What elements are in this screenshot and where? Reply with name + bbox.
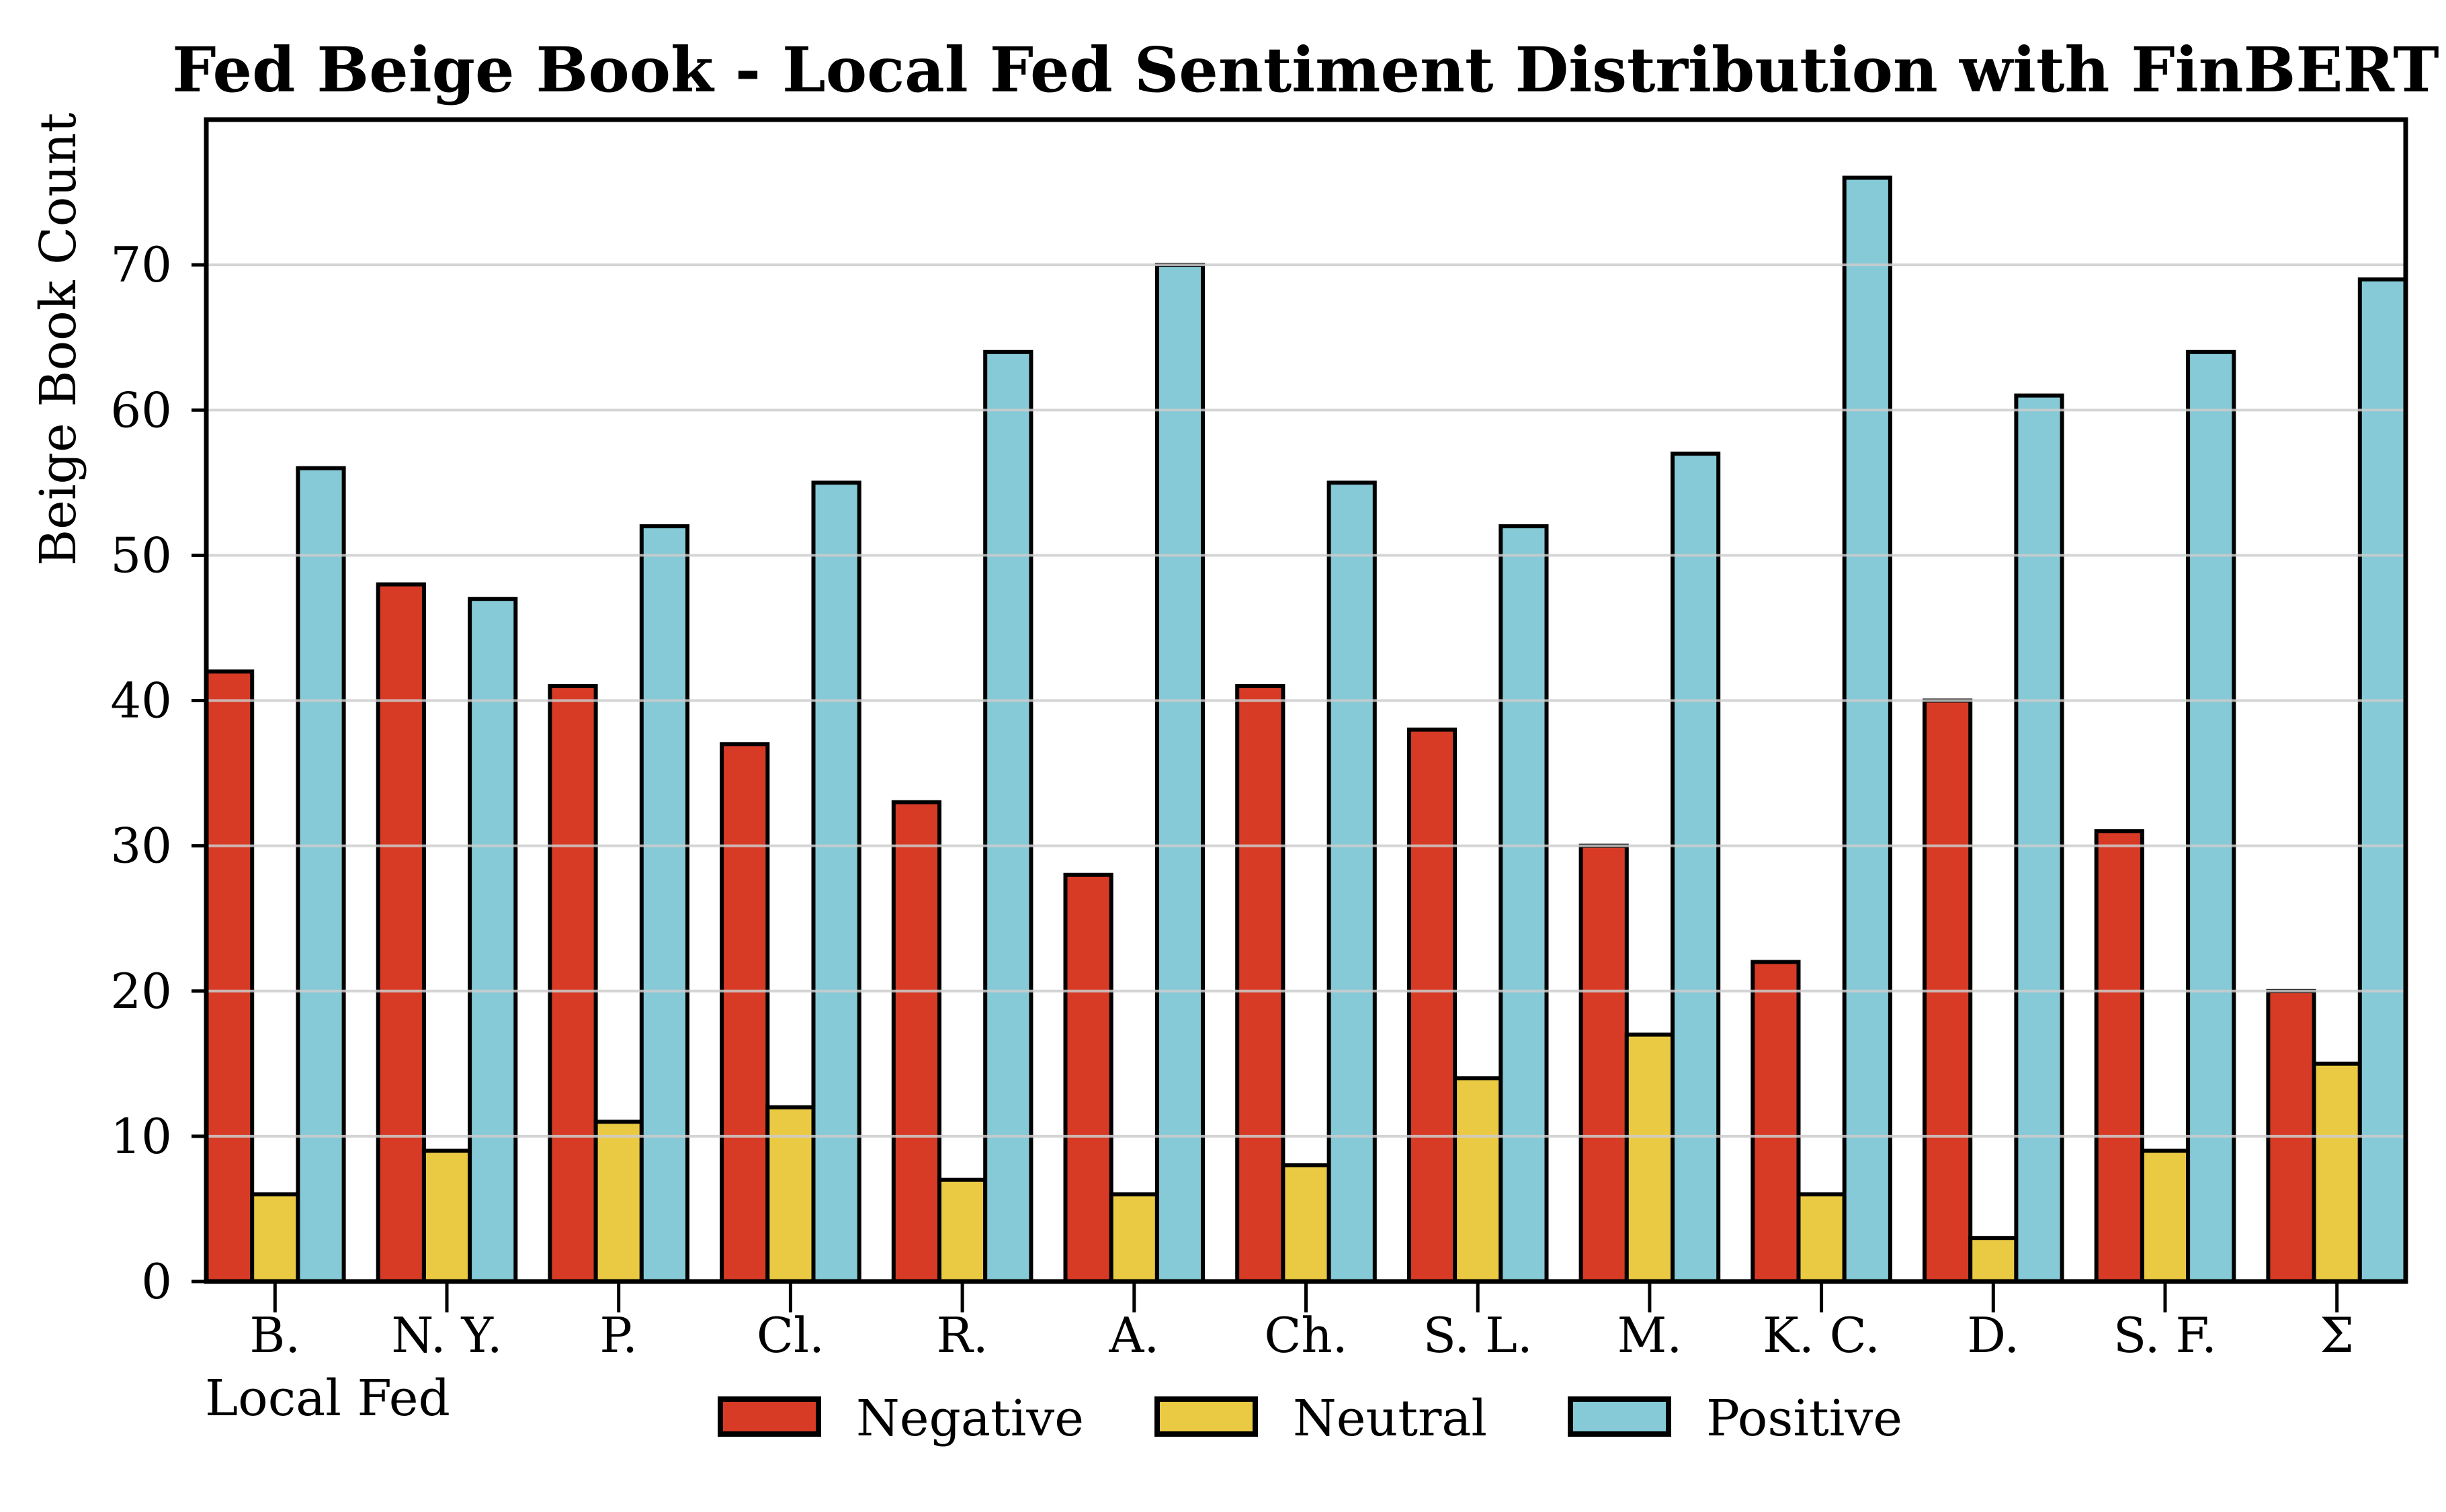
x-tick-label-8: S. L. <box>1423 1307 1533 1363</box>
bar-neutral-Cl <box>765 1105 816 1284</box>
x-tick-label-6: A. <box>1108 1307 1159 1363</box>
x-tick-label-1: B. <box>249 1307 300 1363</box>
y-tick-label-40: 40 <box>110 673 172 729</box>
bars-layer <box>204 175 2408 1284</box>
bar-negative-P <box>548 683 598 1284</box>
bar-negative-SL <box>1406 727 1458 1284</box>
y-tick-label-10: 10 <box>110 1108 172 1165</box>
bar-neutral-Σ <box>2312 1061 2362 1284</box>
bar-negative-M <box>1578 843 1629 1284</box>
bar-negative-R <box>891 800 942 1284</box>
bar-positive-R <box>983 349 1034 1284</box>
legend-item-neutral: Neutral <box>1154 1390 1487 1447</box>
y-tick-label-50: 50 <box>110 527 172 583</box>
bar-negative-SF <box>2094 829 2144 1284</box>
legend-item-positive: Positive <box>1568 1390 1902 1447</box>
bar-negative-Cl <box>720 742 770 1284</box>
y-tick-label-30: 30 <box>110 818 172 874</box>
ticks-layer: 0 10 20 30 40 50 60 70 B. N. Y. P. Cl. R. A. Ch. S. L. M… <box>110 237 2354 1363</box>
legend-swatch-neutral <box>1154 1396 1258 1437</box>
bar-positive-Σ <box>2357 277 2408 1284</box>
bar-positive-P <box>639 524 689 1284</box>
x-tick-label-2: N. Y. <box>391 1307 502 1363</box>
y-tick-label-60: 60 <box>110 382 172 438</box>
legend-label-neutral: Neutral <box>1293 1390 1487 1447</box>
bar-positive-SL <box>1499 524 1549 1284</box>
legend-swatch-positive <box>1568 1396 1671 1437</box>
x-tick-label-11: D. <box>1967 1307 2019 1363</box>
y-tick-label-0: 0 <box>141 1253 172 1310</box>
bar-negative-B <box>204 669 255 1284</box>
y-axis-label: Beige Book Count <box>30 112 87 566</box>
bar-neutral-SL <box>1453 1076 1503 1284</box>
bar-neutral-M <box>1624 1032 1675 1284</box>
bar-positive-Cl <box>811 480 861 1284</box>
bar-neutral-SF <box>2140 1148 2191 1284</box>
x-tick-label-13: Σ <box>2320 1307 2354 1363</box>
x-tick-label-9: M. <box>1617 1307 1683 1363</box>
x-axis-label: Local Fed <box>205 1370 450 1427</box>
x-tick-label-4: Cl. <box>757 1307 825 1363</box>
bar-negative-A <box>1063 872 1113 1284</box>
bar-neutral-NY <box>421 1148 472 1284</box>
bar-negative-Ch <box>1235 683 1285 1284</box>
bar-positive-A <box>1154 263 1206 1284</box>
bar-neutral-Ch <box>1281 1163 1331 1284</box>
legend-label-positive: Positive <box>1706 1390 1902 1447</box>
chart-title: Fed Beige Book - Local Fed Sentiment Dis… <box>172 34 2439 106</box>
bar-neutral-A <box>1109 1192 1159 1284</box>
x-tick-label-7: Ch. <box>1264 1307 1347 1363</box>
legend-swatch-negative <box>718 1396 821 1437</box>
bar-neutral-D <box>1968 1236 2019 1284</box>
legend-item-negative: Negative <box>718 1390 1084 1447</box>
legend-label-negative: Negative <box>856 1390 1084 1447</box>
x-tick-label-5: R. <box>937 1307 988 1363</box>
bar-neutral-P <box>593 1120 644 1284</box>
bar-positive-Ch <box>1326 480 1377 1284</box>
bar-neutral-R <box>937 1177 988 1284</box>
bar-positive-KC <box>1842 175 1892 1284</box>
bar-positive-B <box>296 466 346 1284</box>
bar-neutral-B <box>250 1192 300 1284</box>
bar-negative-NY <box>376 582 426 1284</box>
bar-positive-M <box>1671 452 1721 1284</box>
bar-positive-D <box>2014 393 2064 1284</box>
y-tick-label-20: 20 <box>110 963 172 1019</box>
y-tick-label-70: 70 <box>110 237 172 293</box>
bar-positive-SF <box>2186 349 2236 1284</box>
bar-negative-KC <box>1751 960 1801 1284</box>
x-tick-label-10: K. C. <box>1763 1307 1880 1363</box>
legend: Negative Neutral Positive <box>718 1390 1902 1447</box>
x-tick-label-12: S. F. <box>2113 1307 2217 1363</box>
grid-layer <box>206 263 2406 1138</box>
x-tick-label-3: P. <box>599 1307 638 1363</box>
bar-neutral-KC <box>1796 1192 1847 1284</box>
